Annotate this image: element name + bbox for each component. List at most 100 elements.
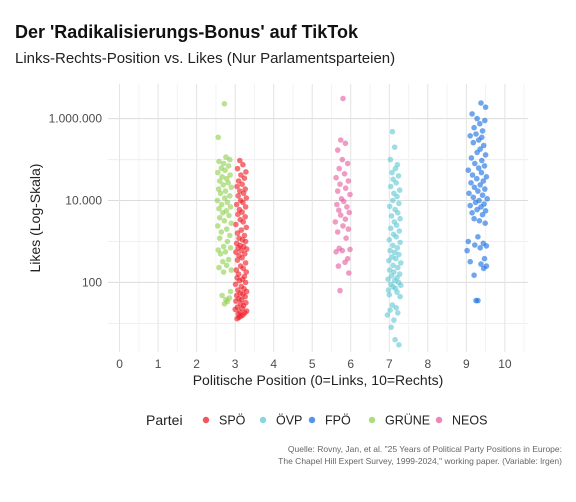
data-point bbox=[214, 197, 221, 204]
data-point bbox=[347, 246, 353, 253]
data-point bbox=[477, 120, 483, 127]
data-point bbox=[217, 190, 224, 197]
data-point bbox=[235, 287, 241, 293]
x-tick-label: 9 bbox=[463, 357, 470, 371]
data-point bbox=[237, 216, 243, 223]
data-point bbox=[243, 224, 250, 231]
data-point bbox=[335, 263, 342, 269]
data-point bbox=[227, 232, 233, 239]
data-point bbox=[225, 163, 232, 169]
grid-layer bbox=[108, 84, 528, 352]
data-point bbox=[228, 267, 235, 273]
data-point bbox=[338, 196, 345, 202]
data-point bbox=[235, 178, 242, 184]
data-point bbox=[233, 267, 240, 273]
data-point bbox=[473, 131, 479, 137]
axis-layer: 100 10.000 1.000.000 0 1 2 3 4 5 6 7 8 9 10 bbox=[49, 112, 512, 371]
data-point bbox=[225, 256, 232, 263]
data-point bbox=[468, 180, 474, 186]
data-point bbox=[339, 156, 346, 163]
data-point bbox=[234, 257, 241, 263]
data-point bbox=[336, 245, 343, 252]
data-point bbox=[475, 297, 481, 304]
data-point bbox=[467, 202, 474, 209]
data-point bbox=[479, 192, 486, 198]
legend: Partei SPÖ ÖVP FPÖ GRÜNE NEOS bbox=[146, 412, 487, 428]
data-point bbox=[220, 243, 227, 250]
data-point bbox=[394, 245, 401, 251]
x-tick-label: 1 bbox=[155, 357, 162, 371]
data-point bbox=[334, 229, 341, 235]
data-point bbox=[347, 191, 353, 198]
data-point bbox=[243, 195, 250, 201]
data-point bbox=[386, 257, 392, 264]
data-point bbox=[215, 223, 221, 229]
data-point bbox=[344, 204, 350, 210]
data-point bbox=[227, 245, 234, 251]
data-point bbox=[477, 245, 484, 251]
data-point bbox=[483, 174, 490, 180]
data-point bbox=[243, 299, 249, 306]
data-point bbox=[233, 240, 240, 247]
data-point bbox=[336, 207, 342, 213]
data-point bbox=[391, 144, 398, 150]
data-point bbox=[474, 115, 480, 122]
data-point bbox=[222, 249, 229, 255]
data-point bbox=[242, 260, 249, 266]
data-point bbox=[480, 240, 487, 247]
data-point bbox=[480, 142, 487, 149]
series-neos bbox=[332, 95, 353, 294]
data-point bbox=[476, 218, 483, 224]
data-point bbox=[466, 190, 472, 197]
data-point bbox=[240, 161, 246, 168]
data-point bbox=[215, 186, 222, 192]
data-point bbox=[235, 193, 241, 199]
data-point bbox=[389, 169, 395, 176]
data-point bbox=[242, 214, 248, 220]
legend-label: ÖVP bbox=[276, 414, 302, 428]
legend-label: FPÖ bbox=[325, 414, 351, 428]
data-point bbox=[470, 139, 477, 146]
x-tick-label: 6 bbox=[347, 357, 354, 371]
data-point bbox=[465, 167, 472, 173]
data-point bbox=[471, 124, 477, 131]
data-point bbox=[237, 188, 243, 194]
data-point bbox=[477, 182, 484, 188]
data-point bbox=[237, 197, 244, 204]
data-point bbox=[395, 173, 402, 179]
data-point bbox=[215, 134, 221, 141]
y-tick-label: 1.000.000 bbox=[49, 112, 103, 126]
data-point bbox=[342, 140, 349, 147]
data-point bbox=[236, 235, 242, 241]
legend-swatch bbox=[435, 416, 443, 424]
data-point bbox=[341, 171, 348, 177]
data-point bbox=[337, 137, 344, 143]
data-point bbox=[224, 199, 231, 206]
data-point bbox=[390, 231, 397, 238]
data-point bbox=[345, 226, 352, 232]
data-point bbox=[398, 260, 404, 266]
chart-title: Der 'Radikalisierungs-Bonus' auf TikTok bbox=[15, 22, 358, 42]
y-axis-title: Likes (Log-Skala) bbox=[27, 164, 43, 273]
caption-line-2: The Chapel Hill Expert Survey, 1999-2024… bbox=[278, 456, 562, 466]
data-point bbox=[394, 161, 401, 168]
data-point bbox=[396, 187, 403, 193]
data-point bbox=[223, 154, 229, 160]
data-point bbox=[232, 281, 239, 288]
data-point bbox=[386, 203, 393, 210]
data-point bbox=[235, 211, 241, 218]
legend-swatch bbox=[368, 416, 376, 424]
data-point bbox=[220, 182, 226, 188]
data-point bbox=[216, 264, 222, 271]
data-point bbox=[337, 181, 343, 187]
data-point bbox=[387, 247, 393, 254]
data-point bbox=[464, 247, 470, 254]
data-point bbox=[469, 172, 476, 178]
x-tick-label: 3 bbox=[232, 357, 239, 371]
data-point bbox=[215, 169, 221, 176]
data-point bbox=[468, 155, 475, 161]
data-point bbox=[216, 235, 223, 241]
data-point bbox=[386, 267, 393, 273]
data-point bbox=[334, 188, 341, 194]
data-point bbox=[228, 184, 235, 191]
